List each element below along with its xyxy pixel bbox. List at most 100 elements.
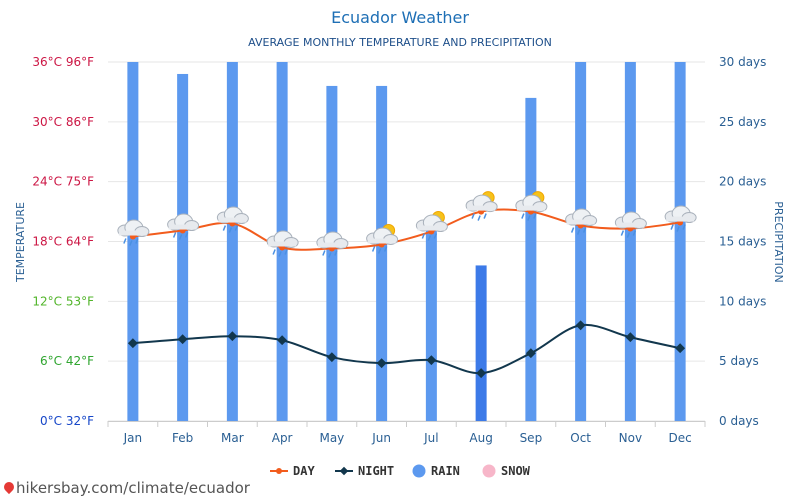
raindrop bbox=[234, 225, 239, 231]
site-footer[interactable]: hikersbay.com/climate/ecuador bbox=[1, 479, 250, 497]
raindrop bbox=[371, 246, 376, 252]
night-point bbox=[326, 352, 337, 363]
legend-item-day: DAY bbox=[270, 464, 315, 478]
cloud-base bbox=[367, 238, 396, 244]
raindrop bbox=[527, 215, 531, 221]
legend-swatch-dot bbox=[412, 464, 426, 478]
cloud-base bbox=[417, 225, 446, 231]
night-point bbox=[575, 320, 586, 331]
month-label: Aug bbox=[469, 431, 492, 445]
raindrop bbox=[328, 252, 332, 258]
raindrop bbox=[471, 213, 475, 219]
axes: 0°C 32°F 6°C 42°F 12°C 53°F 18°C 64°F 24°C 7… bbox=[32, 55, 766, 445]
raindrop bbox=[135, 238, 139, 244]
raindrop bbox=[284, 249, 288, 255]
rain-bar bbox=[575, 62, 587, 421]
legend-item-snow: SNOW bbox=[482, 464, 531, 478]
sun-cloud-rain-icon bbox=[366, 223, 399, 254]
raindrop bbox=[129, 240, 133, 246]
cloud-base bbox=[118, 230, 147, 236]
rain-bar bbox=[674, 62, 686, 421]
raindrop bbox=[483, 213, 487, 219]
chart-subtitle: AVERAGE MONTHLY TEMPERATURE AND PRECIPIT… bbox=[248, 36, 552, 49]
raindrop bbox=[582, 227, 587, 233]
temperature-lines bbox=[127, 208, 686, 379]
legend-item-night: NIGHT bbox=[335, 464, 394, 478]
raindrop bbox=[427, 235, 432, 241]
month-label: Feb bbox=[172, 431, 193, 445]
left-tick-label: 0°C 32°F bbox=[40, 414, 94, 428]
rain-cloud-icon bbox=[167, 213, 200, 240]
night-point bbox=[426, 355, 437, 366]
sun-cloud-rain-icon bbox=[415, 211, 448, 241]
legend-label: RAIN bbox=[431, 464, 460, 478]
legend-item-rain: RAIN bbox=[412, 464, 460, 478]
rain-cloud-icon bbox=[316, 231, 349, 258]
cloud-base bbox=[516, 205, 545, 211]
night-point bbox=[376, 358, 387, 369]
raindrop bbox=[620, 230, 625, 236]
left-tick-label: 18°C 64°F bbox=[32, 235, 94, 249]
raindrop bbox=[272, 249, 276, 255]
night-point bbox=[476, 368, 487, 379]
footer-link[interactable]: hikersbay.com/climate/ecuador bbox=[16, 479, 250, 497]
month-label: Dec bbox=[669, 431, 692, 445]
night-point bbox=[625, 332, 636, 343]
raindrop bbox=[334, 250, 338, 256]
month-label: Jun bbox=[371, 431, 391, 445]
cloud-base bbox=[168, 224, 197, 230]
raindrop bbox=[670, 224, 674, 230]
raindrop bbox=[626, 232, 631, 238]
rain-cloud-icon bbox=[565, 208, 598, 235]
night-point bbox=[127, 338, 138, 349]
raindrop bbox=[682, 224, 686, 230]
raindrop bbox=[521, 213, 525, 219]
raindrop bbox=[228, 227, 233, 233]
raindrop bbox=[123, 238, 127, 244]
cloud-base bbox=[566, 219, 595, 225]
night-point bbox=[675, 343, 686, 354]
rain-bar bbox=[425, 229, 437, 421]
legend-label: DAY bbox=[293, 464, 315, 478]
month-label: Oct bbox=[570, 431, 591, 445]
legend-swatch-marker bbox=[276, 468, 282, 474]
right-tick-label: 15 days bbox=[719, 235, 766, 249]
raindrop bbox=[184, 232, 189, 238]
rain-cloud-icon bbox=[664, 205, 697, 232]
month-label: Jan bbox=[123, 431, 143, 445]
raindrop bbox=[421, 233, 426, 239]
raindrop bbox=[278, 251, 282, 257]
raindrop bbox=[383, 246, 388, 252]
night-point bbox=[227, 331, 238, 342]
raindrop bbox=[570, 227, 575, 233]
left-tick-label: 12°C 53°F bbox=[32, 294, 94, 308]
legend-label: SNOW bbox=[501, 464, 531, 478]
left-tick-label: 24°C 75°F bbox=[32, 175, 94, 189]
right-axis-title: PRECIPITATION bbox=[772, 201, 785, 282]
right-tick-label: 0 days bbox=[719, 414, 759, 428]
legend-label: NIGHT bbox=[358, 464, 394, 478]
night-line bbox=[132, 323, 681, 375]
cloud-base bbox=[218, 217, 247, 223]
left-tick-label: 6°C 42°F bbox=[40, 354, 94, 368]
raindrop bbox=[477, 215, 481, 221]
rain-bar bbox=[376, 85, 388, 421]
cloud-base bbox=[467, 205, 496, 211]
raindrop bbox=[533, 213, 537, 219]
sun-cloud-rain-icon bbox=[515, 191, 548, 221]
rain-bar bbox=[525, 97, 537, 422]
raindrop bbox=[576, 229, 581, 235]
month-label: Nov bbox=[619, 431, 642, 445]
weather-icons bbox=[117, 191, 697, 258]
right-tick-label: 30 days bbox=[719, 55, 766, 69]
chart-title: Ecuador Weather bbox=[331, 8, 469, 27]
rain-bar bbox=[624, 62, 636, 421]
rain-cloud-icon bbox=[266, 230, 299, 257]
legend-swatch-marker bbox=[339, 466, 349, 476]
cloud-base bbox=[268, 241, 297, 247]
raindrop bbox=[632, 230, 637, 236]
month-label: Jul bbox=[423, 431, 438, 445]
raindrop bbox=[377, 248, 382, 254]
raindrop bbox=[433, 233, 438, 239]
